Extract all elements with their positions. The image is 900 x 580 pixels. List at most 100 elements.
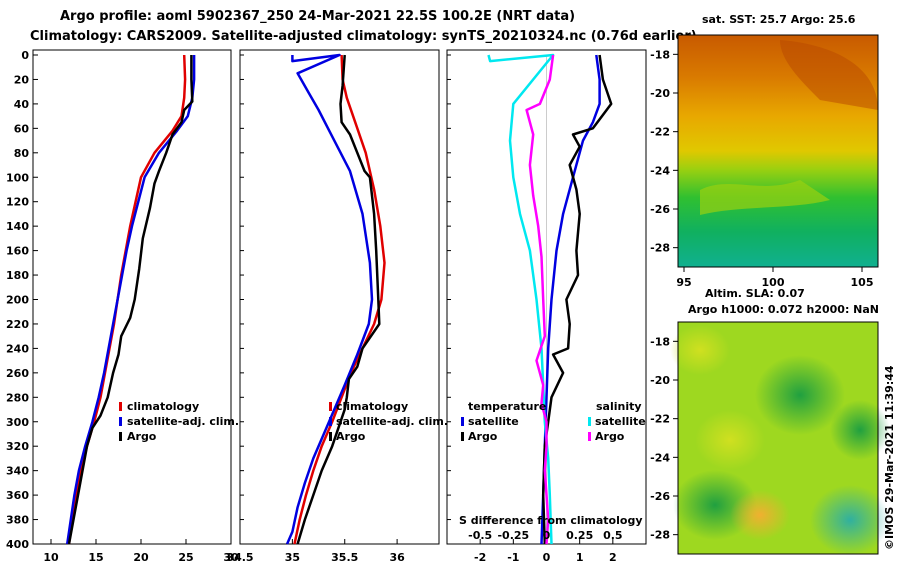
sla-map: Altim. SLA: 0.07 Argo h1000: 0.072 h2000… bbox=[650, 287, 890, 555]
sst-map-frame bbox=[677, 34, 879, 268]
sla-map-eddy bbox=[730, 490, 790, 540]
depth-tick-label: 60 bbox=[14, 122, 30, 135]
x-tick-label: 0 bbox=[543, 551, 551, 564]
x-tick-label: -2 bbox=[474, 551, 486, 564]
legend-swatch-climatology bbox=[119, 402, 122, 411]
depth-tick-label: 120 bbox=[6, 196, 29, 209]
x-tick-label: 2 bbox=[609, 551, 617, 564]
depth-tick-label: 40 bbox=[14, 98, 30, 111]
lat-tick-label: -22 bbox=[650, 413, 670, 426]
x-tick-label: -1 bbox=[507, 551, 519, 564]
depth-tick-label: 220 bbox=[6, 318, 29, 331]
title-line-1: Argo profile: aoml 5902367_250 24-Mar-20… bbox=[60, 9, 575, 24]
x-tick-label: 10 bbox=[43, 551, 59, 564]
lat-tick-label: -28 bbox=[650, 242, 670, 255]
s-difference-tick-label: 0.5 bbox=[603, 529, 623, 542]
depth-tick-label: 400 bbox=[6, 538, 29, 551]
legend-satellite-label: satellite-adj. clim. bbox=[336, 415, 448, 428]
depth-tick-label: 180 bbox=[6, 269, 29, 282]
temperature-panel-frame bbox=[32, 49, 232, 545]
legend-temperature-title: temperature bbox=[468, 400, 546, 413]
sst-map-streak bbox=[700, 180, 830, 215]
sst-map-warm-blob bbox=[780, 40, 878, 110]
series-line-satellite-adj-clim- bbox=[65, 55, 196, 545]
lat-tick-label: -24 bbox=[650, 164, 670, 177]
x-tick-label: 35 bbox=[285, 551, 300, 564]
depth-tick-label: 380 bbox=[6, 514, 29, 527]
sla-map-eddy bbox=[670, 325, 730, 375]
lat-tick-label: -20 bbox=[650, 374, 670, 387]
sla-map-title-2: Argo h1000: 0.072 h2000: NaN bbox=[688, 303, 879, 316]
difference-x-ticks: -2 -1 0 1 2 bbox=[474, 539, 617, 564]
difference-series bbox=[447, 53, 613, 545]
sla-map-eddy bbox=[755, 355, 845, 435]
x-tick-label: 35.5 bbox=[331, 551, 358, 564]
title-line-2: Climatology: CARS2009. Satellite-adjuste… bbox=[30, 29, 697, 44]
lon-tick-label: 105 bbox=[851, 276, 874, 289]
legend-sal-argo-label: Argo bbox=[595, 430, 625, 443]
legend-satellite-label: satellite-adj. clim. bbox=[127, 415, 239, 428]
temperature-legend: climatology satellite-adj. clim. Argo bbox=[119, 400, 239, 443]
depth-tick-label: 0 bbox=[21, 49, 29, 62]
lat-tick-label: -28 bbox=[650, 529, 670, 542]
series-line-temperature-argo bbox=[541, 54, 613, 545]
depth-tick-label: 320 bbox=[6, 440, 29, 453]
sla-map-eddy bbox=[810, 485, 890, 555]
series-line-argo bbox=[67, 55, 194, 545]
s-difference-tick-label: 0 bbox=[543, 529, 551, 542]
imos-credit: ©IMOS 29-Mar-2021 11:39:44 bbox=[883, 365, 896, 550]
legend-swatch-argo bbox=[119, 432, 122, 441]
temperature-x-ticks: 10 15 20 25 30 bbox=[43, 539, 239, 564]
temperature-series bbox=[65, 54, 196, 545]
depth-tick-label: 200 bbox=[6, 294, 29, 307]
lat-tick-label: -26 bbox=[650, 490, 670, 503]
depth-tick-label: 280 bbox=[6, 391, 29, 404]
temperature-panel: 0 20 40 60 80 100 120 140 160 180 200 220 240 260 280 3… bbox=[6, 49, 239, 564]
depth-tick-label: 240 bbox=[6, 342, 29, 355]
depth-tick-label: 20 bbox=[14, 73, 30, 86]
lat-tick-label: -22 bbox=[650, 126, 670, 139]
s-difference-ticks: -0.5 -0.25 0 0.25 0.5 bbox=[468, 529, 622, 542]
legend-swatch-climatology bbox=[329, 402, 332, 411]
s-difference-tick-label: -0.5 bbox=[468, 529, 492, 542]
legend-climatology-label: climatology bbox=[336, 400, 408, 413]
sst-lat-ticks: -18 -20 -22 -24 -26 -28 bbox=[650, 48, 678, 255]
difference-panel: -2 -1 0 1 2 temperature satellite Argo salin… bbox=[446, 49, 647, 564]
legend-swatch-sal-argo bbox=[588, 432, 591, 441]
salinity-x-ticks: 34.5 35 35.5 36 bbox=[226, 539, 405, 564]
lat-tick-label: -26 bbox=[650, 203, 670, 216]
lat-tick-label: -24 bbox=[650, 451, 670, 464]
depth-tick-label: 360 bbox=[6, 489, 29, 502]
sst-map-title: sat. SST: 25.7 Argo: 25.6 bbox=[702, 13, 856, 26]
x-tick-label: 34.5 bbox=[226, 551, 253, 564]
series-line-satellite-adj-clim- bbox=[285, 53, 374, 545]
difference-legend: temperature satellite Argo salinity sate… bbox=[461, 400, 646, 443]
legend-swatch-satellite bbox=[329, 417, 332, 426]
series-line-climatology bbox=[293, 54, 386, 545]
depth-tick-label: 160 bbox=[6, 245, 29, 258]
sla-map-title-1: Altim. SLA: 0.07 bbox=[705, 287, 805, 300]
depth-ticks: 0 20 40 60 80 100 120 140 160 180 200 220 240 260 280 3… bbox=[6, 49, 38, 551]
lat-tick-label: -18 bbox=[650, 335, 670, 348]
depth-tick-label: 260 bbox=[6, 367, 29, 380]
x-tick-label: 20 bbox=[133, 551, 149, 564]
lon-tick-label: 95 bbox=[676, 276, 691, 289]
depth-tick-label: 340 bbox=[6, 465, 29, 478]
legend-sal-satellite-label: satellite bbox=[595, 415, 646, 428]
legend-argo-label: Argo bbox=[336, 430, 366, 443]
sla-map-eddy bbox=[830, 400, 890, 460]
series-line-argo bbox=[296, 54, 381, 545]
x-tick-label: 15 bbox=[88, 551, 103, 564]
salinity-panel: 34.5 35 35.5 36 climatology satellite-adj. … bbox=[226, 49, 448, 564]
depth-tick-label: 300 bbox=[6, 416, 29, 429]
lat-tick-label: -20 bbox=[650, 87, 670, 100]
legend-argo-label: Argo bbox=[127, 430, 157, 443]
s-difference-label: S difference from climatology bbox=[459, 514, 643, 527]
series-line-salinity-argo bbox=[525, 54, 555, 545]
x-tick-label: 1 bbox=[576, 551, 584, 564]
x-tick-label: 25 bbox=[178, 551, 193, 564]
salinity-legend: climatology satellite-adj. clim. Argo bbox=[329, 400, 448, 443]
sla-map-eddy bbox=[695, 410, 765, 470]
legend-swatch-sal-satellite bbox=[588, 417, 591, 426]
